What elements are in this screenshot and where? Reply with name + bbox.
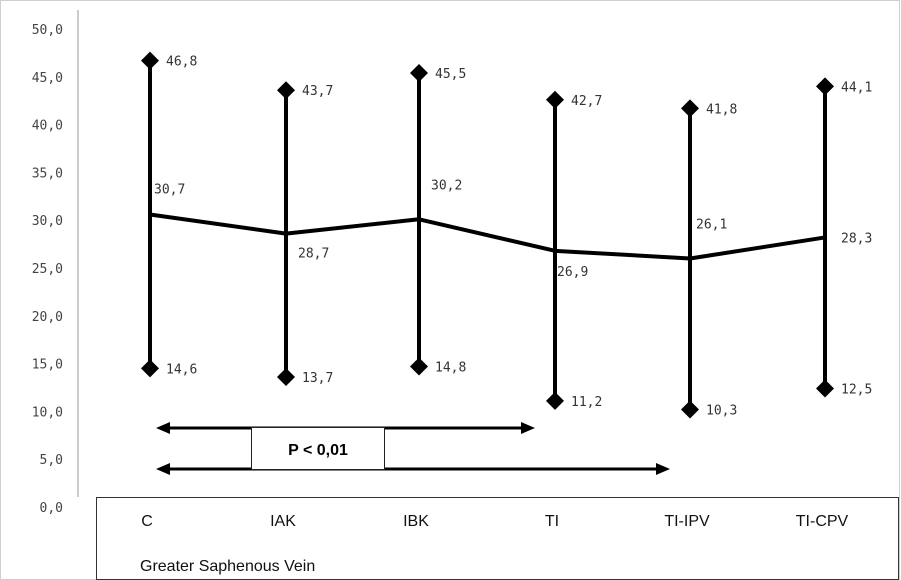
min-data-label: 13,7 <box>302 371 333 386</box>
x-category-label: TI-CPV <box>796 513 849 530</box>
min-data-label: 10,3 <box>706 404 737 419</box>
y-tick-label: 20,0 <box>32 310 63 325</box>
p-value-box <box>251 427 385 470</box>
mean-data-label: 26,9 <box>557 265 588 280</box>
min-data-label: 14,8 <box>435 361 466 376</box>
max-marker <box>546 90 564 109</box>
min-marker <box>546 391 564 410</box>
y-tick-label: 30,0 <box>32 214 63 229</box>
y-tick-label: 40,0 <box>32 119 63 134</box>
x-axis-title: Greater Saphenous Vein <box>140 558 315 575</box>
y-tick-label: 35,0 <box>32 166 63 181</box>
mean-data-label: 26,1 <box>696 217 727 232</box>
max-data-label: 43,7 <box>302 84 333 99</box>
y-tick-label: 45,0 <box>32 71 63 86</box>
max-marker <box>410 64 428 83</box>
max-data-label: 41,8 <box>706 102 737 117</box>
mean-data-label: 28,3 <box>841 231 872 246</box>
significance-annotation: P < 0,01 <box>156 422 670 475</box>
x-category-label: IAK <box>270 513 296 530</box>
x-category-label: TI <box>545 513 559 530</box>
min-marker <box>277 368 295 387</box>
max-marker <box>277 81 295 100</box>
p-value-text: P < 0,01 <box>288 442 348 459</box>
y-tick-label: 15,0 <box>32 358 63 373</box>
x-category-label: C <box>141 513 153 530</box>
min-data-label: 12,5 <box>841 383 872 398</box>
mean-data-label: 28,7 <box>298 247 329 262</box>
min-data-label: 11,2 <box>571 395 602 410</box>
y-tick-label: 5,0 <box>40 453 63 468</box>
max-marker <box>816 77 834 96</box>
mean-series <box>149 212 826 261</box>
x-category-labels: C IAK IBK TI TI-IPV TI-CPV <box>141 513 848 530</box>
mean-data-label: 30,7 <box>154 183 185 198</box>
min-marker <box>141 359 159 378</box>
max-data-label: 44,1 <box>841 80 872 95</box>
max-marker <box>681 99 699 118</box>
max-data-label: 46,8 <box>166 55 197 70</box>
min-marker <box>681 400 699 419</box>
y-tick-label: 50,0 <box>32 23 63 38</box>
y-tick-label: 10,0 <box>32 405 63 420</box>
y-tick-label: 0,0 <box>40 501 63 516</box>
max-marker <box>141 51 159 70</box>
x-category-label: IBK <box>403 513 429 530</box>
mean-line <box>149 212 826 261</box>
min-marker <box>410 357 428 376</box>
mean-data-label: 30,2 <box>431 178 462 193</box>
arrow-head-right <box>521 422 535 434</box>
data-labels: 46,8 14,6 43,7 13,7 45,5 14,8 42,7 11,2 41,8 10,3… <box>154 55 872 419</box>
max-data-label: 42,7 <box>571 94 602 109</box>
y-tick-label: 25,0 <box>32 262 63 277</box>
x-category-label: TI-IPV <box>664 513 710 530</box>
min-marker <box>816 379 834 398</box>
arrow-head-left <box>156 463 170 475</box>
arrow-head-left <box>156 422 170 434</box>
range-markers <box>141 51 834 419</box>
max-data-label: 45,5 <box>435 67 466 82</box>
arrow-head-right <box>656 463 670 475</box>
min-data-label: 14,6 <box>166 362 197 377</box>
y-ticks: 0,0 5,0 10,0 15,0 20,0 25,0 30,0 35,0 40,0 45,0 50… <box>32 23 63 516</box>
